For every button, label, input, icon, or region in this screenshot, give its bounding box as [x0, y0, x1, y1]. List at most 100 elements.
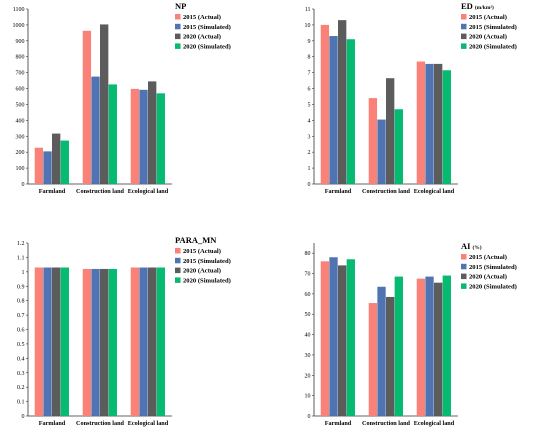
bar-ed-s2015-2 [425, 63, 434, 184]
bar-ai-a2020-2 [434, 282, 443, 416]
bar-ed-s2020-1 [394, 109, 403, 184]
bar-np-a2020-0 [52, 133, 61, 184]
legend-swatch [461, 263, 467, 270]
y-tick-label: 7 [308, 71, 311, 77]
legend-label: 2015 (Actual) [183, 14, 221, 21]
bar-para-a2020-2 [148, 267, 157, 416]
y-tick-label: 1.2 [17, 241, 25, 247]
bar-ai-a2015-2 [416, 278, 426, 416]
bar-para-a2020-1 [100, 268, 109, 416]
y-tick-label: 0.5 [17, 342, 25, 348]
legend-label: 2020 (Simulated) [183, 277, 231, 284]
bar-para-s2020-0 [60, 267, 69, 416]
y-tick-label: 9 [308, 39, 311, 45]
legend-swatch [461, 273, 467, 280]
bar-np-a2020-2 [148, 81, 157, 184]
chart-title-text: PARA_MN [175, 235, 217, 245]
x-category-label: Construction land [76, 188, 125, 195]
legend-swatch [175, 277, 181, 283]
panel-np-chart: 0 100 200 300 400 500 600 700 800 900 1000 1100 Farm… [13, 1, 231, 195]
legend-label: 2015 (Simulated) [469, 24, 517, 31]
legend-swatch [175, 267, 181, 274]
y-tick-label: 4 [308, 118, 311, 124]
bar-ed-s2020-2 [442, 70, 451, 184]
chart-title-text: NP [175, 1, 186, 11]
bar-ai-s2020-0 [346, 259, 355, 416]
y-tick-label: 20 [305, 373, 311, 379]
legend-swatch [175, 33, 181, 40]
y-tick-label: 80 [305, 251, 311, 257]
y-tick-label: 0.2 [17, 385, 25, 391]
bar-ai-a2015-1 [368, 303, 378, 416]
chart-title: NP [175, 1, 186, 11]
bar-ed-a2015-1 [368, 98, 378, 184]
y-tick-label: 30 [305, 353, 311, 359]
bar-para-s2020-1 [108, 268, 117, 416]
bar-ed-s2015-0 [329, 36, 338, 184]
bar-ed-a2020-1 [386, 78, 395, 184]
legend-label: 2015 (Actual) [183, 248, 221, 255]
legend-label: 2020 (Actual) [469, 34, 507, 41]
legend-label: 2020 (Simulated) [469, 283, 517, 290]
y-tick-label: 0.8 [17, 299, 25, 305]
legend-label: 2020 (Actual) [183, 268, 221, 275]
y-tick-label: 700 [16, 71, 25, 77]
bar-np-a2015-0 [34, 147, 44, 184]
y-tick-label: 900 [16, 39, 25, 45]
y-tick-label: 0 [308, 182, 311, 188]
y-tick-label: 10 [305, 394, 311, 400]
y-tick-label: 6 [308, 87, 311, 93]
x-category-label: Ecological land [414, 420, 455, 427]
legend-label: 2015 (Simulated) [183, 24, 231, 31]
y-tick-label: 0 [308, 414, 311, 420]
legend-label: 2020 (Actual) [469, 274, 507, 281]
bar-np-s2020-2 [156, 93, 165, 184]
y-tick-label: 300 [16, 134, 25, 140]
y-tick-label: 0.1 [17, 400, 25, 406]
legend-swatch [461, 14, 467, 20]
y-tick-label: 60 [305, 292, 311, 298]
x-category-label: Construction land [76, 420, 125, 427]
bar-para-a2015-0 [34, 267, 44, 416]
bar-para-a2015-1 [82, 268, 92, 416]
bar-np-s2015-0 [43, 151, 52, 184]
legend-swatch [175, 257, 181, 264]
y-tick-label: 100 [16, 166, 25, 172]
bar-ai-s2015-1 [377, 286, 386, 416]
y-tick-label: 5 [308, 102, 311, 108]
y-tick-label: 1000 [13, 23, 25, 29]
y-tick-label: 8 [308, 55, 311, 61]
legend-swatch [175, 43, 181, 49]
x-category-label: Ecological land [128, 188, 169, 195]
y-tick-label: 2 [308, 150, 311, 156]
bar-para-s2015-0 [43, 267, 52, 416]
bar-np-a2015-2 [130, 88, 140, 184]
panel-ai-chart: 0 10 20 30 40 50 60 70 80 Farmland Construction la… [305, 241, 517, 427]
y-tick-label: 800 [16, 55, 25, 61]
chart-title-unit: (%) [472, 244, 481, 251]
bar-ai-s2015-0 [329, 257, 338, 416]
chart-title-text: AI [461, 241, 471, 251]
chart-title-unit: (m/km²) [475, 4, 494, 11]
y-tick-label: 40 [305, 333, 311, 339]
x-category-label: Farmland [39, 188, 66, 195]
y-tick-label: 70 [305, 272, 311, 278]
bar-ed-a2015-2 [416, 61, 426, 184]
y-tick-label: 1.1 [17, 255, 25, 261]
bar-np-s2020-1 [108, 84, 117, 184]
y-tick-label: 3 [308, 134, 311, 140]
bar-para-a2015-2 [130, 267, 140, 416]
x-category-label: Construction land [362, 188, 411, 195]
bar-ed-a2020-0 [338, 20, 347, 184]
y-tick-label: 11 [305, 7, 311, 13]
y-tick-label: 1100 [13, 7, 25, 13]
y-tick-label: 1 [22, 270, 25, 276]
legend-swatch [461, 283, 467, 289]
bar-ed-a2015-0 [320, 24, 330, 185]
y-tick-label: 0.6 [17, 328, 25, 334]
bar-para-s2020-2 [156, 267, 165, 416]
legend-swatch [461, 23, 467, 30]
legend-label: 2015 (Simulated) [183, 258, 231, 265]
